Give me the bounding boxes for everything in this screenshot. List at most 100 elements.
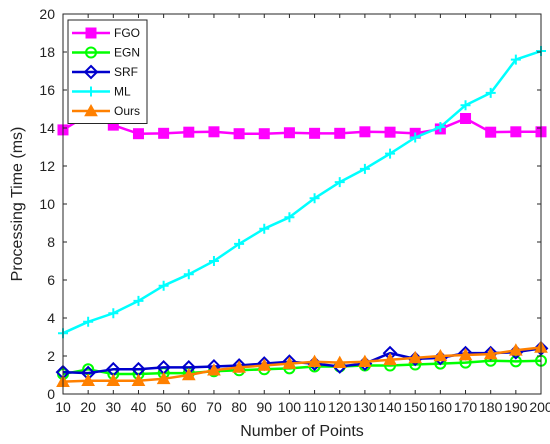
x-tick-label: 70 bbox=[206, 399, 222, 415]
legend-marker-fgo bbox=[85, 27, 97, 39]
legend-label-egn: EGN bbox=[114, 46, 140, 60]
data-point-ours bbox=[207, 363, 221, 376]
legend-item-ml: ML bbox=[72, 85, 131, 99]
x-tick-label: 20 bbox=[80, 399, 96, 415]
data-point-ml bbox=[284, 212, 295, 223]
y-tick-label: 14 bbox=[39, 120, 55, 136]
x-tick-label: 60 bbox=[181, 399, 197, 415]
data-point-ml bbox=[158, 280, 169, 291]
legend-marker-ml bbox=[86, 86, 96, 97]
data-point-fgo bbox=[334, 127, 346, 139]
x-tick-label: 80 bbox=[231, 399, 247, 415]
x-tick-label: 190 bbox=[504, 399, 528, 415]
x-tick-label: 120 bbox=[328, 399, 352, 415]
legend-item-egn: EGN bbox=[72, 46, 140, 60]
legend-label-fgo: FGO bbox=[114, 26, 140, 40]
y-tick-label: 0 bbox=[47, 386, 55, 402]
data-point-ours bbox=[181, 367, 196, 381]
data-point-ml bbox=[510, 54, 521, 65]
data-point-ml bbox=[385, 148, 396, 159]
x-tick-label: 180 bbox=[479, 399, 503, 415]
data-point-ours bbox=[458, 348, 473, 361]
legend-marker-egn bbox=[85, 46, 97, 59]
data-point-fgo bbox=[309, 127, 321, 139]
y-tick-label: 8 bbox=[47, 234, 55, 250]
data-point-ours bbox=[282, 356, 297, 369]
data-point-fgo bbox=[359, 126, 371, 138]
y-tick-label: 16 bbox=[39, 82, 55, 98]
data-point-ours bbox=[408, 350, 423, 364]
data-point-ours bbox=[332, 355, 347, 368]
x-tick-label: 30 bbox=[106, 399, 122, 415]
y-tick-label: 2 bbox=[47, 348, 55, 364]
data-point-fgo bbox=[283, 127, 295, 139]
data-point-ours bbox=[508, 343, 523, 356]
data-point-ml bbox=[334, 177, 345, 188]
data-point-ours bbox=[358, 354, 372, 367]
x-tick-label: 10 bbox=[55, 399, 71, 415]
data-point-fgo bbox=[132, 128, 144, 140]
x-tick-label: 170 bbox=[454, 399, 478, 415]
data-point-fgo bbox=[485, 126, 497, 138]
data-point-ours bbox=[106, 373, 121, 386]
data-point-ours bbox=[81, 373, 96, 386]
data-point-fgo bbox=[510, 126, 522, 138]
series-egn bbox=[57, 354, 547, 381]
y-tick-label: 10 bbox=[39, 196, 55, 212]
y-tick-label: 6 bbox=[47, 272, 55, 288]
series-line-ours bbox=[62, 346, 542, 383]
data-point-ours bbox=[433, 348, 448, 362]
data-point-ml bbox=[435, 122, 446, 133]
data-point-fgo bbox=[460, 113, 472, 124]
x-tick-label: 150 bbox=[404, 399, 428, 415]
data-point-ours bbox=[156, 371, 171, 385]
legend-label-srf: SRF bbox=[114, 65, 138, 79]
legend-marker-ours bbox=[84, 103, 98, 117]
data-point-ml bbox=[485, 87, 496, 98]
legend-marker-srf bbox=[83, 64, 99, 80]
x-tick-label: 50 bbox=[156, 399, 172, 415]
x-tick-label: 200 bbox=[529, 399, 550, 415]
data-point-ml bbox=[410, 132, 421, 143]
data-point-ml bbox=[183, 269, 194, 280]
x-tick-label: 40 bbox=[131, 399, 147, 415]
axis-ticks: 10 20 30 40 50 60 70 80 90 100 110 120 130 140 150 160 1… bbox=[39, 6, 550, 415]
data-point-ours bbox=[483, 347, 498, 360]
y-tick-label: 20 bbox=[39, 6, 55, 22]
x-tick-label: 100 bbox=[278, 399, 302, 415]
data-point-ml bbox=[133, 295, 144, 306]
data-point-ours bbox=[257, 358, 272, 371]
series-ours bbox=[56, 340, 548, 387]
y-tick-label: 4 bbox=[47, 310, 55, 326]
data-point-fgo bbox=[258, 128, 270, 140]
x-tick-label: 140 bbox=[378, 399, 402, 415]
data-point-ml bbox=[309, 193, 320, 204]
y-tick-label: 18 bbox=[39, 44, 55, 60]
data-point-ours bbox=[383, 352, 397, 366]
data-point-fgo bbox=[208, 126, 220, 138]
data-point-fgo bbox=[233, 128, 245, 140]
x-tick-label: 160 bbox=[429, 399, 453, 415]
data-point-ml bbox=[234, 238, 245, 249]
data-point-ml bbox=[460, 100, 471, 111]
data-point-ours bbox=[131, 373, 146, 386]
y-axis-title: Processing Time (ms) bbox=[9, 127, 26, 282]
data-point-ml bbox=[108, 308, 119, 319]
data-point-fgo bbox=[158, 127, 170, 139]
legend: FGO EGN SRF ML Ours bbox=[67, 19, 148, 124]
legend-item-srf: SRF bbox=[72, 64, 138, 80]
data-point-ours bbox=[232, 360, 246, 373]
data-point-ml bbox=[359, 163, 370, 174]
data-point-fgo bbox=[183, 126, 195, 138]
legend-item-ours: Ours bbox=[72, 103, 140, 118]
legend-item-fgo: FGO bbox=[72, 26, 140, 40]
legend-label-ml: ML bbox=[114, 85, 131, 99]
x-tick-label: 90 bbox=[256, 399, 272, 415]
data-point-egn bbox=[509, 355, 522, 368]
x-axis-title: Number of Points bbox=[240, 423, 364, 440]
plot-lines bbox=[55, 46, 549, 387]
x-tick-label: 130 bbox=[353, 399, 377, 415]
data-point-fgo bbox=[384, 126, 396, 138]
data-point-ours bbox=[307, 354, 322, 367]
